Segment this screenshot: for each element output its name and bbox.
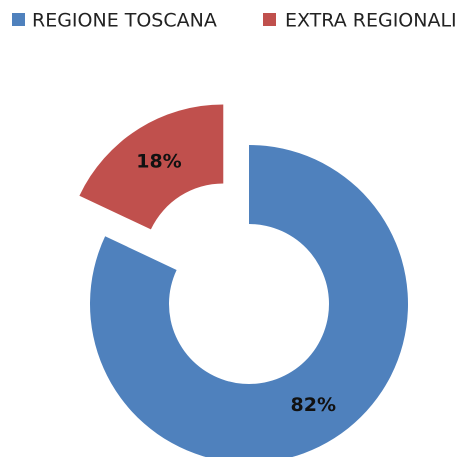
- legend-label: REGIONE TOSCANA: [32, 10, 217, 32]
- data-label: 82%: [291, 394, 336, 416]
- legend-label: EXTRA REGIONALI: [285, 10, 457, 32]
- legend-swatch: [263, 13, 276, 26]
- donut-slice: [79, 104, 224, 230]
- donut-slice: [90, 145, 408, 457]
- data-label: 18%: [136, 151, 181, 173]
- legend-swatch: [12, 13, 25, 26]
